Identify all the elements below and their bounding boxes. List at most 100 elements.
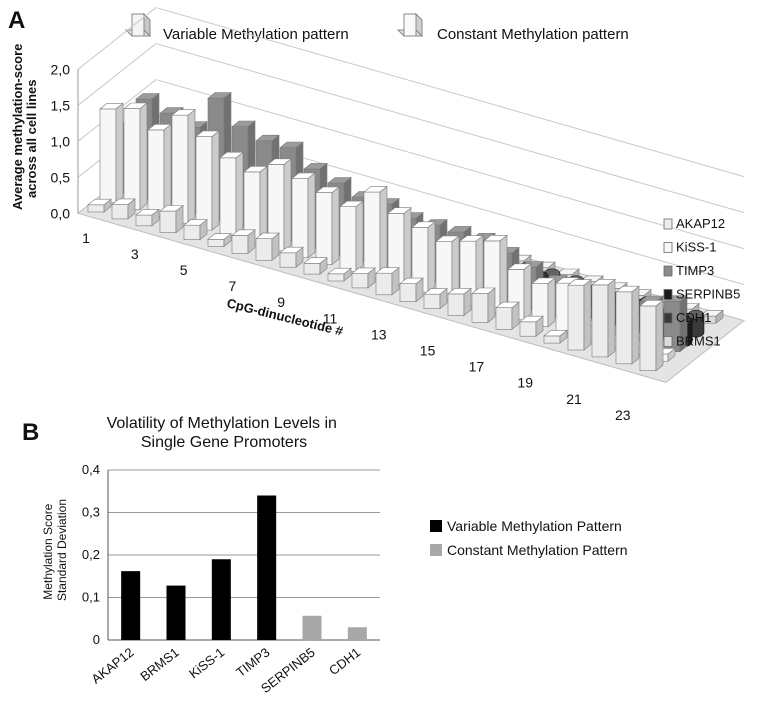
a-bar (495, 301, 520, 330)
a-bar-top (231, 120, 256, 127)
a-legend-swatch (663, 312, 673, 324)
b-y-tick-label: 0,4 (82, 462, 100, 477)
a-bar (99, 102, 124, 204)
a-bar (375, 266, 400, 296)
a-bar-top (135, 209, 160, 216)
a-x-tick-label: 7 (229, 278, 237, 294)
a-bar-side (331, 186, 340, 266)
a-bar-top (639, 299, 664, 307)
a-x-tick-label: 11 (323, 310, 338, 326)
a-bar-top (591, 278, 616, 286)
a-bar-top (315, 186, 340, 193)
a-bar (279, 246, 304, 268)
a-bar (387, 207, 412, 286)
a-bar-top (447, 287, 472, 295)
a-bar-top (375, 267, 400, 274)
a-bar-side (259, 165, 268, 245)
a-bar-front (363, 191, 381, 279)
a-bar-top (411, 221, 436, 228)
a-bar-top (219, 151, 244, 159)
a-y-tick-label: 0,5 (51, 169, 71, 185)
variable-pattern-label: Variable Methylation pattern (163, 26, 349, 43)
a-bar-top (279, 141, 304, 148)
a-bar-front (495, 307, 513, 330)
a-legend-swatch (663, 289, 673, 300)
a-bar-top (459, 235, 484, 242)
a-bar-side (427, 221, 436, 293)
a-x-tick-label: 3 (131, 246, 139, 262)
a-legend-swatch (663, 218, 673, 230)
b-bar (211, 559, 231, 640)
a-back-gridline (155, 79, 745, 250)
a-bar-front (399, 283, 417, 303)
a-bar (351, 267, 376, 289)
a-bar-front (471, 293, 489, 323)
a-bar-front (291, 178, 309, 258)
a-bar-top (351, 267, 376, 274)
a-bar (159, 204, 184, 234)
a-bar (231, 229, 256, 255)
a-bar-top (519, 315, 544, 323)
a-bar (519, 315, 544, 337)
a-bar-top (135, 93, 160, 100)
a-bar-side (631, 285, 640, 365)
a-bar (471, 287, 496, 324)
a-bar-top (447, 226, 472, 233)
a-legend-swatch (663, 265, 673, 277)
a-legend-item: TIMP3 (663, 263, 714, 278)
a-y-tick-label: 0,0 (51, 205, 71, 221)
a-bar (327, 267, 352, 282)
b-bar (121, 571, 141, 640)
b-y-tick-label: 0,3 (82, 505, 100, 520)
a-bar (507, 263, 532, 321)
a-bar-top (303, 257, 328, 264)
a-bar-side (355, 200, 364, 273)
a-bar (699, 309, 724, 324)
a-side-gridline (77, 7, 157, 70)
a-y-tick-label: 1,5 (51, 97, 71, 113)
a-bar-front (123, 108, 141, 210)
a-bar-top (327, 177, 352, 184)
a-bar-top (291, 172, 316, 179)
a-bar-top (87, 198, 112, 206)
a-bar-top (207, 92, 232, 99)
a-bar-top (339, 200, 364, 207)
a-bar-front (255, 238, 273, 261)
b-legend-item: Variable Methylation Pattern (430, 518, 622, 534)
a-bar-front (207, 239, 225, 247)
a-x-tick-label: 1 (82, 230, 90, 246)
a-bar (411, 221, 436, 293)
a-bar (615, 285, 640, 365)
a-bar (219, 151, 244, 238)
a-bar-top (327, 267, 352, 275)
a-legend-item: KiSS-1 (663, 240, 716, 255)
a-bar-front (447, 293, 465, 316)
a-bar-side (523, 263, 532, 321)
a-x-tick-label: 19 (517, 375, 533, 391)
a-x-tick-label: 13 (371, 326, 387, 342)
a-legend-label: CDH1 (676, 310, 711, 325)
a-bar-top (123, 102, 148, 109)
a-bar-front (87, 204, 105, 213)
a-y-tick-label: 1,0 (51, 133, 71, 149)
a-bar-top (531, 277, 556, 284)
b-legend-label: Constant Methylation Pattern (447, 542, 628, 558)
a-bar-top (387, 207, 412, 214)
a-bar-side (163, 123, 172, 217)
a-bar-front (351, 273, 369, 289)
a-bar (639, 299, 664, 372)
a-bar-front (315, 192, 333, 265)
b-x-tick-label: BRMS1 (137, 645, 182, 684)
b-x-tick-label: KiSS-1 (186, 645, 227, 682)
a-legend-label: TIMP3 (676, 263, 714, 278)
b-bar (257, 495, 277, 640)
b-legend: Variable Methylation Pattern Constant Met… (430, 518, 628, 558)
panel-b-letter: B (22, 419, 39, 446)
a-bar-side (487, 287, 496, 324)
a-bar-top (423, 288, 448, 295)
a-y-tick-label: 2,0 (51, 61, 71, 77)
a-bar-top (147, 124, 172, 131)
